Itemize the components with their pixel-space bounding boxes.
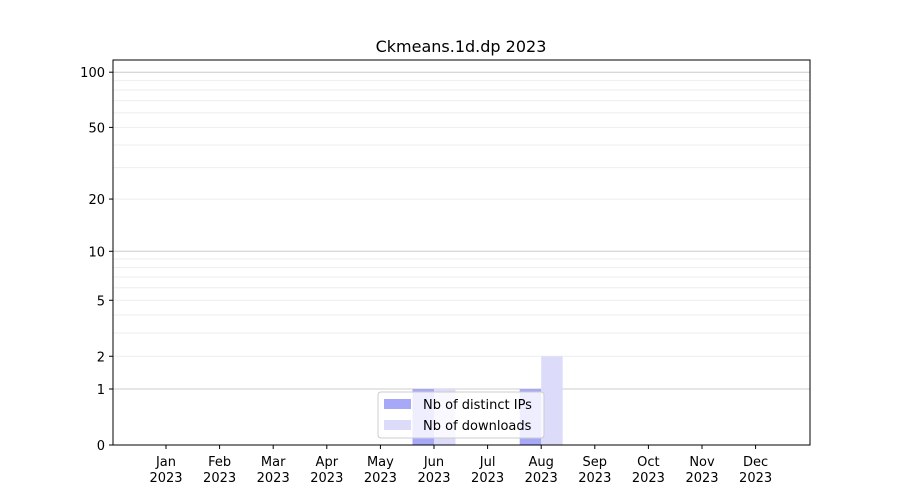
x-tick-label: Feb 2023 — [203, 455, 236, 486]
y-tick-label: 0 — [97, 439, 105, 454]
y-tick-label: 20 — [88, 193, 105, 208]
y-tick-label: 10 — [88, 245, 105, 260]
legend: Nb of distinct IPs Nb of downloads — [377, 391, 545, 439]
x-tick-label: Dec 2023 — [739, 455, 772, 486]
y-tick-label: 5 — [97, 294, 105, 309]
chart-title: Ckmeans.1d.dp 2023 — [376, 37, 547, 56]
legend-swatch — [384, 420, 411, 430]
x-tick-label: Mar 2023 — [257, 455, 290, 486]
legend-swatch — [384, 399, 411, 409]
x-tick-label: Apr 2023 — [310, 455, 343, 486]
y-tick-label: 50 — [88, 121, 105, 136]
x-tick-label: Oct 2023 — [632, 455, 665, 486]
y-tick-label: 1 — [97, 383, 105, 398]
x-tick-label: Nov 2023 — [685, 455, 718, 486]
plot-frame — [112, 59, 811, 446]
legend-box — [377, 391, 545, 439]
x-tick-label: Jan 2023 — [149, 455, 182, 486]
legend-label: Nb of distinct IPs — [423, 398, 532, 413]
y-tick-label: 2 — [97, 350, 105, 365]
legend-label: Nb of downloads — [423, 419, 532, 434]
x-tick-label: May 2023 — [364, 455, 397, 486]
x-tick-label: Aug 2023 — [525, 455, 558, 486]
y-tick-label: 100 — [80, 66, 105, 81]
x-tick-label: Sep 2023 — [578, 455, 611, 486]
bar-downloads — [541, 356, 563, 445]
x-tick-label: Jul 2023 — [471, 455, 504, 486]
x-tick-label: Jun 2023 — [417, 455, 450, 486]
